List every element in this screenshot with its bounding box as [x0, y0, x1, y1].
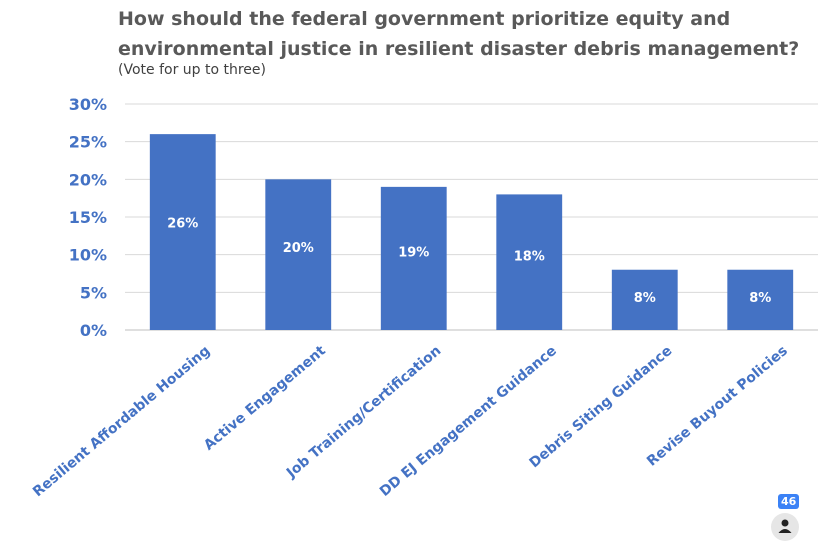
chart-title: How should the federal government priori… — [118, 8, 800, 60]
bar[interactable] — [380, 186, 447, 330]
bar[interactable] — [265, 179, 332, 330]
data-label: 8% — [634, 291, 656, 306]
data-label: 19% — [398, 245, 429, 260]
person-icon[interactable] — [771, 513, 799, 541]
y-tick-label: 5% — [80, 283, 107, 302]
bars — [149, 134, 794, 330]
data-label: 26% — [167, 216, 198, 231]
gridlines — [125, 103, 818, 331]
y-tick-label: 25% — [69, 133, 107, 152]
data-labels: 26% 20% 19% 18% 8% 8% — [167, 216, 771, 306]
y-axis-ticks: 0% 5% 10% 15% 20% 25% 30% — [69, 95, 107, 340]
x-category-label: Active Engagement — [201, 343, 329, 454]
data-label: 18% — [514, 249, 545, 264]
bar[interactable] — [611, 269, 678, 330]
y-tick-label: 15% — [69, 208, 107, 227]
bar[interactable] — [149, 134, 216, 330]
y-tick-label: 10% — [69, 246, 107, 265]
y-tick-label: 0% — [80, 321, 107, 340]
y-tick-label: 20% — [69, 170, 107, 189]
x-category-label: Resilient Affordable Housing — [30, 343, 213, 500]
chart-subtitle: (Vote for up to three) — [118, 62, 266, 78]
bar[interactable] — [496, 194, 563, 330]
y-tick-label: 30% — [69, 95, 107, 114]
response-count-badge: 46 — [778, 494, 800, 509]
bar[interactable] — [727, 269, 794, 330]
data-label: 20% — [283, 241, 314, 256]
data-label: 8% — [749, 291, 771, 306]
x-category-label: DD EJ Engagement Guidance — [377, 343, 560, 500]
